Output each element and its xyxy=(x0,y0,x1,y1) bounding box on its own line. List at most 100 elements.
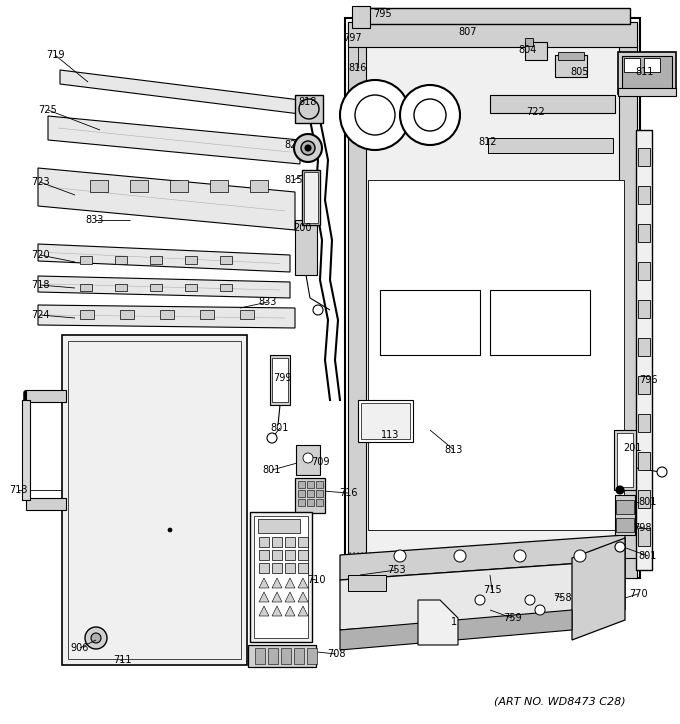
Text: 201: 201 xyxy=(623,443,641,453)
Circle shape xyxy=(414,99,446,131)
Text: 798: 798 xyxy=(633,523,651,533)
Text: 713: 713 xyxy=(9,485,27,495)
Text: 770: 770 xyxy=(629,589,647,599)
Text: 758: 758 xyxy=(553,593,571,603)
Polygon shape xyxy=(285,578,295,588)
Bar xyxy=(638,376,650,394)
Bar xyxy=(250,180,268,192)
Text: 716: 716 xyxy=(339,488,357,498)
Bar xyxy=(638,186,650,204)
Text: 833: 833 xyxy=(259,297,277,307)
Text: 811: 811 xyxy=(636,67,654,77)
Polygon shape xyxy=(285,592,295,602)
Bar xyxy=(80,256,92,264)
Bar xyxy=(380,290,480,355)
Bar xyxy=(616,500,634,514)
Polygon shape xyxy=(572,538,625,640)
Bar xyxy=(80,310,94,319)
Bar xyxy=(296,445,320,475)
Bar xyxy=(62,335,247,665)
Bar xyxy=(302,170,320,225)
Bar xyxy=(90,180,108,192)
Bar xyxy=(298,490,305,497)
Polygon shape xyxy=(38,168,295,230)
Bar xyxy=(185,284,197,291)
Bar xyxy=(259,537,269,547)
Bar xyxy=(618,88,676,96)
Text: 813: 813 xyxy=(445,445,463,455)
Text: 1: 1 xyxy=(451,617,457,627)
Bar xyxy=(525,42,547,60)
Text: 820: 820 xyxy=(285,140,303,150)
Bar xyxy=(368,180,624,530)
Text: 833: 833 xyxy=(86,215,104,225)
Circle shape xyxy=(514,550,526,562)
Bar xyxy=(490,95,615,113)
Text: (ART NO. WD8473 C28): (ART NO. WD8473 C28) xyxy=(494,697,626,707)
Text: 799: 799 xyxy=(273,373,291,383)
Bar xyxy=(270,355,290,405)
Bar xyxy=(281,648,291,664)
Circle shape xyxy=(400,85,460,145)
Bar xyxy=(220,256,232,264)
Bar xyxy=(624,58,640,72)
Bar xyxy=(248,645,316,667)
Bar xyxy=(358,400,413,442)
Bar xyxy=(307,481,314,488)
Text: 710: 710 xyxy=(307,575,325,585)
Bar xyxy=(638,528,650,546)
Bar xyxy=(80,284,92,291)
Polygon shape xyxy=(418,600,458,645)
Bar xyxy=(348,558,637,578)
Bar xyxy=(258,519,300,533)
Bar xyxy=(298,563,308,573)
Bar xyxy=(268,648,278,664)
Text: 718: 718 xyxy=(31,280,49,290)
Text: 804: 804 xyxy=(519,45,537,55)
Circle shape xyxy=(303,453,313,463)
Circle shape xyxy=(355,95,395,135)
Circle shape xyxy=(615,542,625,552)
Circle shape xyxy=(616,486,624,494)
Circle shape xyxy=(394,550,406,562)
Bar xyxy=(638,300,650,318)
Bar xyxy=(638,148,650,166)
Bar xyxy=(618,52,676,94)
Bar xyxy=(294,648,304,664)
Bar xyxy=(619,22,637,562)
Bar xyxy=(295,95,323,123)
Text: 805: 805 xyxy=(571,67,590,77)
Text: 815: 815 xyxy=(285,175,303,185)
Text: 801: 801 xyxy=(262,465,282,475)
Bar xyxy=(617,433,633,487)
Bar xyxy=(622,56,672,90)
Polygon shape xyxy=(298,578,308,588)
Bar xyxy=(307,648,317,664)
Bar xyxy=(316,481,323,488)
Circle shape xyxy=(574,550,586,562)
Bar xyxy=(298,499,305,506)
Text: 719: 719 xyxy=(46,50,64,60)
Bar xyxy=(210,180,228,192)
Text: 200: 200 xyxy=(293,223,311,233)
Text: UP: UP xyxy=(273,521,286,531)
Circle shape xyxy=(657,467,667,477)
Bar xyxy=(555,55,587,77)
Bar xyxy=(307,499,314,506)
Bar xyxy=(615,495,635,535)
Bar xyxy=(115,284,127,291)
Text: 723: 723 xyxy=(31,177,50,187)
Bar xyxy=(636,130,652,570)
Text: 801: 801 xyxy=(639,497,657,507)
Text: 801: 801 xyxy=(639,551,657,561)
Text: 113: 113 xyxy=(381,430,399,440)
Bar xyxy=(285,537,295,547)
Bar xyxy=(254,516,308,638)
Bar xyxy=(255,648,265,664)
Text: 807: 807 xyxy=(459,27,477,37)
Bar xyxy=(170,180,188,192)
Circle shape xyxy=(294,134,322,162)
Bar xyxy=(638,338,650,356)
Circle shape xyxy=(301,141,315,155)
Text: 711: 711 xyxy=(113,655,131,665)
